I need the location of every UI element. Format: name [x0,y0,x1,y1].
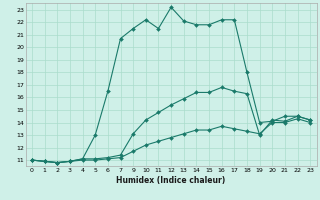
X-axis label: Humidex (Indice chaleur): Humidex (Indice chaleur) [116,176,226,185]
